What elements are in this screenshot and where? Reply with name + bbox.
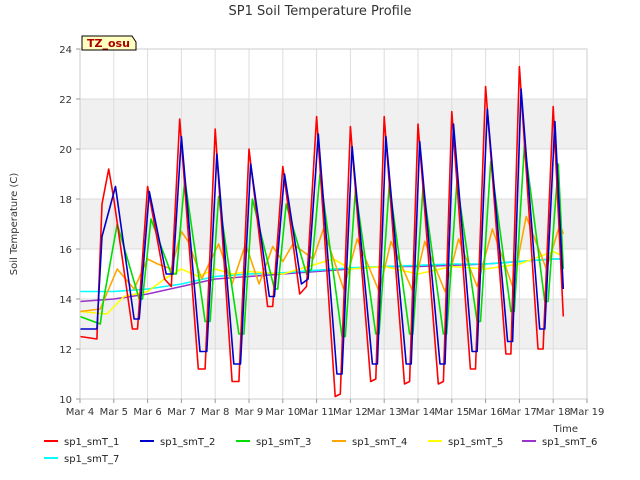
x-axis-label: Time — [553, 424, 578, 435]
x-tick-label: Mar 8 — [201, 407, 229, 418]
legend-label-sp1_smT_3: sp1_smT_3 — [256, 437, 311, 448]
series-line-sp1_smT_5 — [79, 250, 564, 315]
plot-frame — [79, 48, 588, 400]
legend-label-sp1_smT_4: sp1_smT_4 — [352, 437, 407, 448]
x-tick-label: Mar 4 — [66, 407, 94, 418]
y-axis-ticks: 10 12 14 16 18 20 22 24 — [59, 45, 80, 406]
x-tick-label: Mar 13 — [367, 407, 402, 418]
series-line-sp1_smT_2 — [80, 88, 565, 375]
y-axis-label: Soil Temperature (C) — [9, 173, 20, 276]
y-tick-label: 12 — [59, 345, 72, 356]
legend-label-sp1_smT_6: sp1_smT_6 — [542, 437, 597, 448]
x-tick-label: Mar 10 — [265, 407, 300, 418]
grid-band — [80, 199, 587, 249]
x-tick-label: Mar 18 — [536, 407, 571, 418]
site-badge-label: TZ_osu — [87, 37, 130, 50]
y-tick-label: 16 — [59, 245, 72, 256]
x-tick-label: Mar 11 — [299, 407, 334, 418]
legend-label-sp1_smT_1: sp1_smT_1 — [64, 437, 119, 448]
x-tick-label: Mar 16 — [468, 407, 503, 418]
y-tick-label: 22 — [59, 95, 72, 106]
grid-band — [80, 99, 587, 149]
series-line-sp1_smT_4 — [79, 215, 565, 313]
y-tick-label: 24 — [59, 45, 72, 56]
x-tick-label: Mar 7 — [167, 407, 195, 418]
site-badge: TZ_osu — [81, 35, 137, 51]
x-tick-label: Mar 9 — [235, 407, 263, 418]
x-axis-ticks: Mar 4 Mar 5 Mar 6 Mar 7 Mar 8 Mar 9 Mar 10 Mar … — [66, 399, 605, 418]
series-line-sp1_smT_1 — [79, 65, 565, 398]
legend-label-sp1_smT_7: sp1_smT_7 — [64, 454, 119, 465]
x-tick-label: Mar 19 — [570, 407, 605, 418]
x-tick-label: Mar 5 — [100, 407, 128, 418]
y-tick-label: 18 — [59, 195, 72, 206]
x-tick-label: Mar 6 — [133, 407, 161, 418]
x-tick-label: Mar 14 — [401, 407, 436, 418]
legend: sp1_smT_1 sp1_smT_2 sp1_smT_3 sp1_smT_4 sp1_… — [44, 437, 597, 465]
x-tick-label: Mar 12 — [333, 407, 368, 418]
x-tick-label: Mar 15 — [434, 407, 469, 418]
y-tick-label: 20 — [59, 145, 72, 156]
legend-label-sp1_smT_5: sp1_smT_5 — [448, 437, 503, 448]
legend-label-sp1_smT_2: sp1_smT_2 — [160, 437, 215, 448]
y-tick-label: 10 — [59, 395, 72, 406]
y-tick-label: 14 — [59, 295, 72, 306]
axes — [79, 48, 588, 400]
series-layer — [79, 65, 565, 398]
chart-title: SP1 Soil Temperature Profile — [229, 4, 412, 19]
x-tick-label: Mar 17 — [502, 407, 537, 418]
